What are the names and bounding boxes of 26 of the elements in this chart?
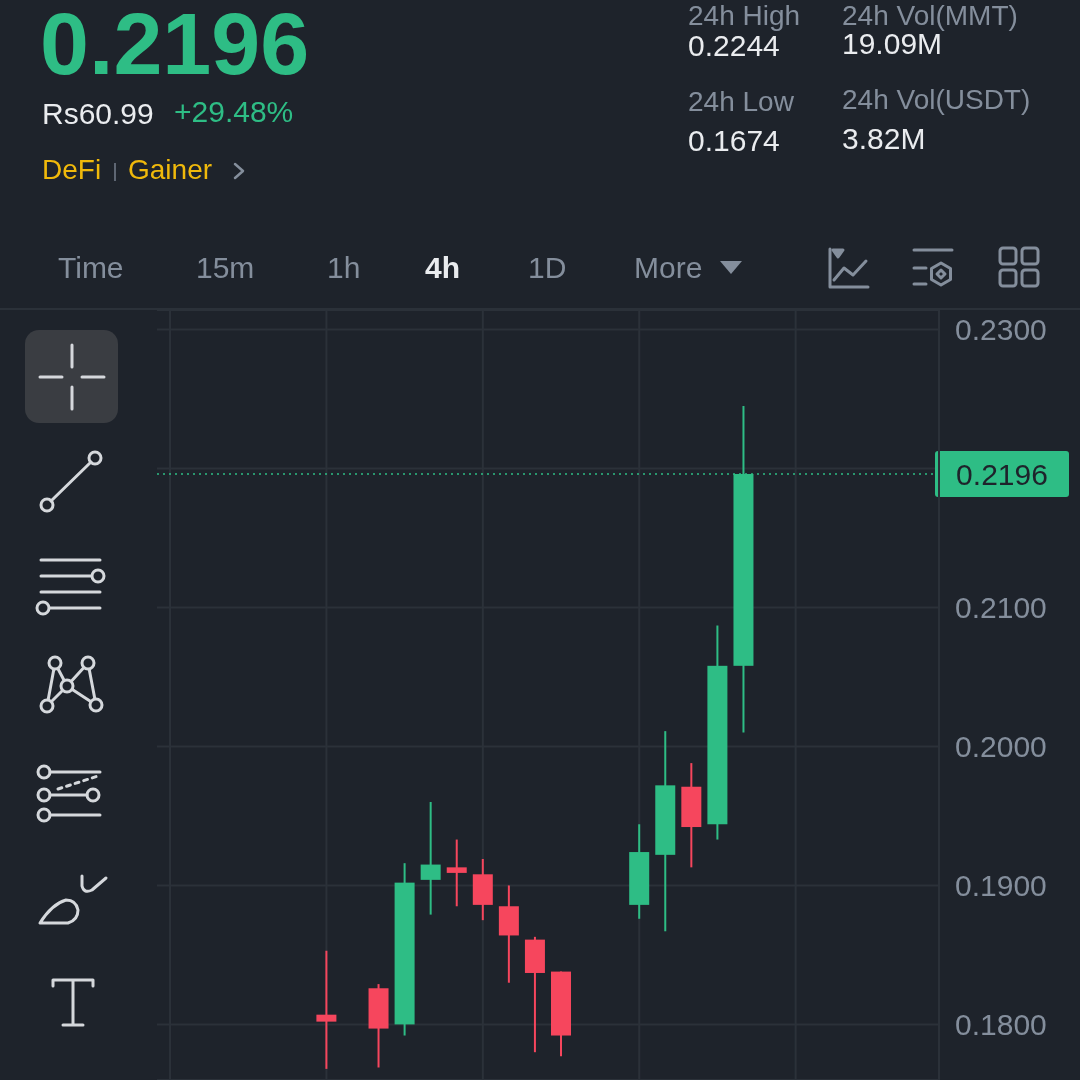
text: 24h Vol(MMT) [842,0,1018,31]
candlestick [446,838,467,908]
text: More [634,251,703,284]
y-tick-label: 0.1800 [955,1008,1047,1042]
text: 1h [327,251,361,284]
ref-line-label: 0.2196 [956,457,1048,491]
text: 0.2196 [40,0,310,93]
y-tick-label: 0.2100 [955,591,1047,625]
text: Gainer [128,154,213,185]
text: Time [58,251,124,284]
text: 24h Vol(USDT) [842,84,1031,115]
y-tick-label: 0.2000 [955,730,1047,764]
text: Rs60.99 [42,97,154,130]
candlestick [420,801,441,916]
text: 4h [425,251,461,284]
text: 3.82M [842,122,926,155]
y-tick-label: 0.2300 [955,313,1047,347]
text: DeFi [42,154,102,185]
text: +29.48% [174,95,294,128]
y-tick-label: 0.1900 [955,869,1047,903]
text: 0.1674 [688,124,780,157]
text: 24h Low [688,86,794,117]
text: 24h High [688,0,801,31]
text: 15m [196,251,255,284]
candlestick [316,949,337,1070]
text: 1D [528,251,567,284]
